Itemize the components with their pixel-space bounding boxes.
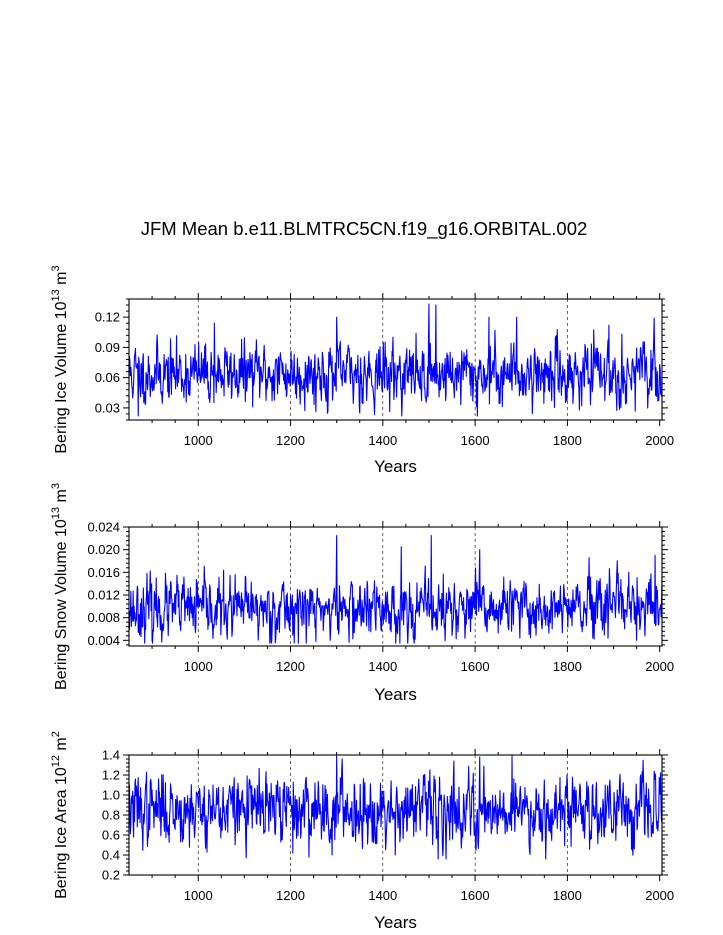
x-tick-label: 1400 — [368, 659, 397, 674]
y-tick-label: 0.03 — [95, 400, 120, 415]
x-tick-label: 1400 — [368, 888, 397, 903]
x-tick-label: 1000 — [184, 659, 213, 674]
y-axis-label: Bering Ice Area 1012 m2 — [50, 731, 70, 899]
x-tick-label: 1200 — [276, 659, 305, 674]
y-tick-label: 0.12 — [95, 310, 120, 325]
plot-frame — [128, 526, 663, 647]
x-tick-label: 1600 — [461, 433, 490, 448]
x-tick-label: 2000 — [645, 888, 674, 903]
series-line — [128, 303, 663, 417]
x-tick-label: 1800 — [553, 433, 582, 448]
series-line — [128, 534, 663, 644]
x-tick-label: 1000 — [184, 433, 213, 448]
y-tick-label: 0.6 — [102, 828, 120, 843]
y-tick-label: 0.2 — [102, 868, 120, 883]
x-tick-label: 1400 — [368, 433, 397, 448]
y-tick-label: 0.024 — [87, 520, 120, 535]
snow-volume-panel: 1000 1200 1400 1600 1800 2000 0.004 0.008 0.012 0… — [50, 483, 674, 704]
y-tick-label: 1.2 — [102, 768, 120, 783]
y-tick-label: 0.004 — [87, 633, 120, 648]
x-tick-label: 1800 — [553, 888, 582, 903]
x-tick-label: 1000 — [184, 888, 213, 903]
x-tick-label: 2000 — [645, 433, 674, 448]
y-tick-label: 1.0 — [102, 788, 120, 803]
y-tick-label: 1.4 — [102, 748, 120, 763]
chart-title: JFM Mean b.e11.BLMTRC5CN.f19_g16.ORBITAL… — [141, 218, 588, 240]
x-tick-label: 1200 — [276, 888, 305, 903]
y-tick-label: 0.06 — [95, 370, 120, 385]
ice-volume-panel: 1000 1200 1400 1600 1800 2000 0.03 0.06 0.09 0.12… — [50, 265, 674, 476]
x-axis-label: Years — [374, 457, 417, 476]
x-tick-label: 2000 — [645, 659, 674, 674]
y-axis-label: Bering Ice Volume 1013 m3 — [50, 265, 70, 453]
x-tick-label: 1600 — [461, 888, 490, 903]
ice-area-panel: 1000 1200 1400 1600 1800 2000 0.2 0.4 0.6 0.8 1.0 1… — [50, 731, 674, 932]
y-tick-label: 0.012 — [87, 588, 120, 603]
y-tick-label: 0.4 — [102, 848, 120, 863]
y-tick-label: 0.020 — [87, 542, 120, 557]
x-tick-label: 1200 — [276, 433, 305, 448]
y-tick-label: 0.016 — [87, 565, 120, 580]
y-tick-label: 0.008 — [87, 610, 120, 625]
x-tick-label: 1800 — [553, 659, 582, 674]
x-tick-label: 1600 — [461, 659, 490, 674]
y-tick-label: 0.8 — [102, 808, 120, 823]
x-axis-label: Years — [374, 685, 417, 704]
y-tick-label: 0.09 — [95, 340, 120, 355]
series-line — [128, 755, 663, 860]
y-axis-label: Bering Snow Volume 1013 m3 — [50, 483, 70, 690]
x-axis-label: Years — [374, 913, 417, 932]
